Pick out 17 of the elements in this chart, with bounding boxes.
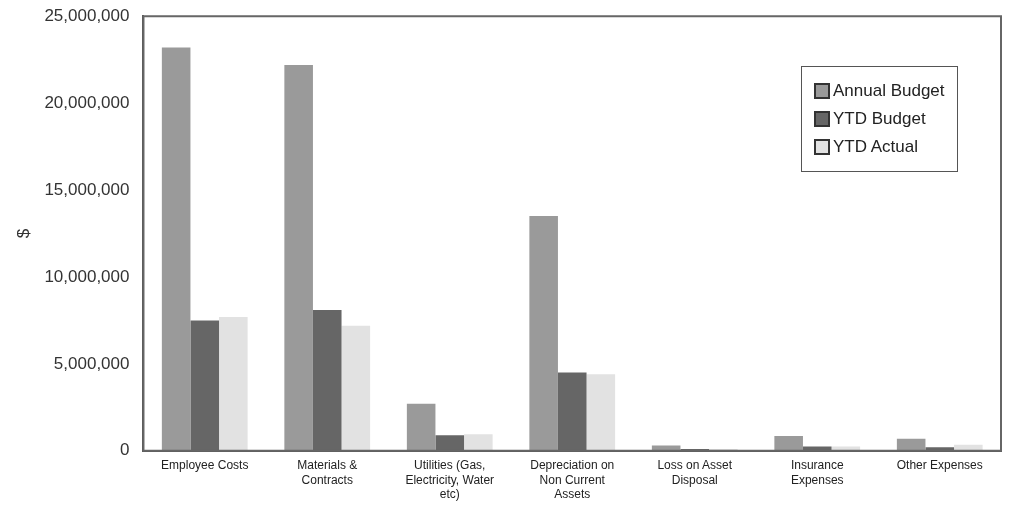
legend-label: Annual Budget — [833, 81, 945, 102]
y-tick-label: 0 — [120, 440, 130, 460]
y-tick-label: 25,000,000 — [44, 5, 130, 25]
x-tick-label: Employee Costs — [161, 458, 249, 473]
y-tick-label: 5,000,000 — [53, 353, 130, 373]
x-tick-label: Materials & Contracts — [297, 458, 358, 487]
x-tick-label: Other Expenses — [896, 458, 983, 473]
legend-label: YTD Budget — [833, 109, 926, 130]
y-tick-label: 15,000,000 — [44, 179, 130, 199]
x-tick-label: Utilities (Gas, Electricity, Water etc) — [405, 458, 495, 502]
x-tick-label: Depreciation on Non Current Assets — [530, 458, 615, 502]
y-tick-label: 10,000,000 — [44, 266, 130, 286]
legend-label: YTD Actual — [833, 137, 919, 158]
x-tick-label: Insurance Expenses — [790, 458, 844, 487]
y-tick-label: 20,000,000 — [44, 92, 130, 112]
x-tick-label: Loss on Asset Disposal — [657, 458, 733, 487]
y-axis-title: $ — [13, 228, 33, 239]
